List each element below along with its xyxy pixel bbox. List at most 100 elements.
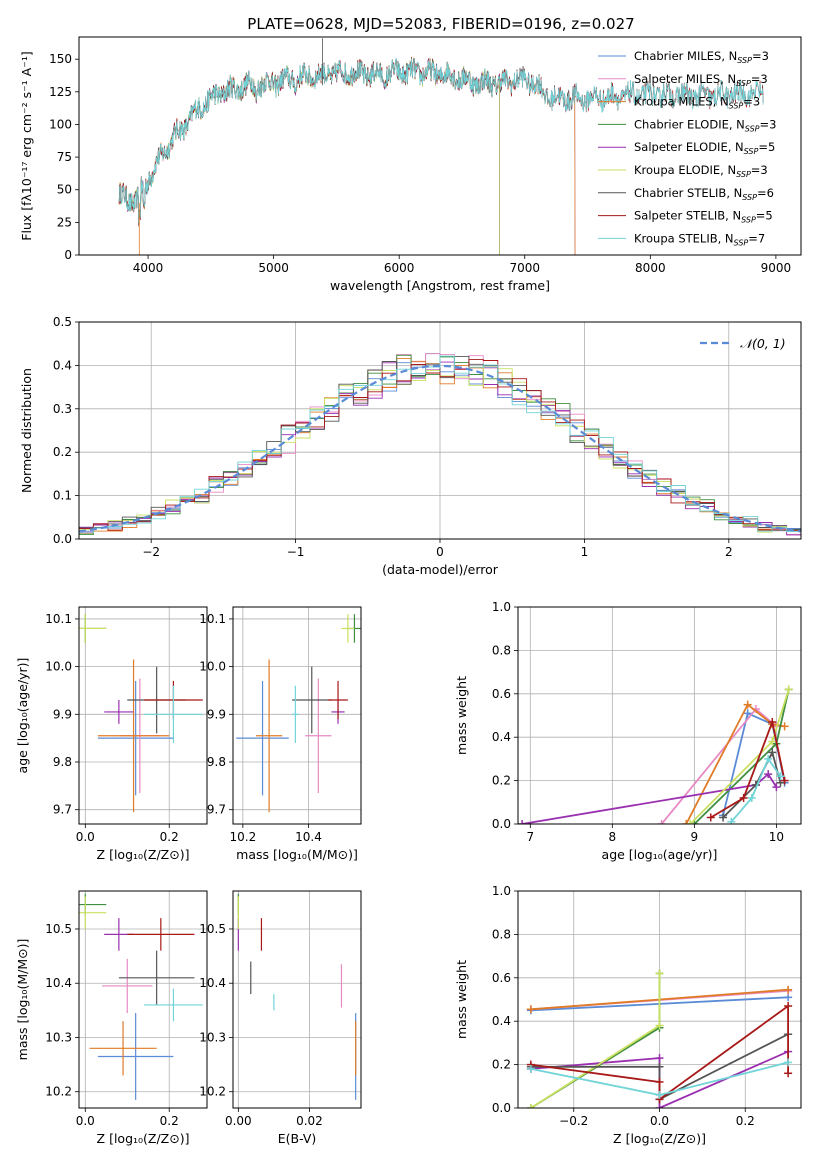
errorbar-salpeter-stelib (328, 680, 348, 720)
weight-line-chabrier-elodie (530, 973, 661, 1108)
weight-marker (743, 709, 752, 718)
panel-mass-vs-ebv: 0.00 0.02 10.2 10.3 10.4 10.5 E(B-V) (199, 890, 362, 1146)
weight-line-kroupa-stelib (730, 757, 782, 823)
x-tick-label: 10 (769, 830, 784, 844)
weight-marker (764, 754, 773, 763)
weight-marker (655, 1054, 664, 1063)
legend-label: 𝒩(0, 1) (740, 336, 786, 351)
weight-marker (780, 776, 789, 785)
x-tick-label: −2 (142, 545, 160, 559)
histogram-kroupa-stelib (79, 355, 801, 538)
y-axis-label: mass weight (454, 676, 469, 755)
errorbar-salpeter-miles (102, 958, 153, 1014)
y-axis-label: age [log₁₀(age/yr)] (15, 658, 30, 774)
plot-area (79, 353, 801, 538)
x-tick-label: 1 (581, 545, 589, 559)
weight-marker (739, 793, 748, 802)
weight-marker (743, 700, 752, 709)
x-tick-label: 9000 (761, 261, 792, 275)
y-tick-label: 0 (64, 248, 72, 262)
y-tick-label: 0.4 (492, 730, 511, 744)
y-tick-label: 100 (49, 117, 72, 131)
spectrum-line-kroupa-elodie (118, 58, 500, 255)
weight-marker (768, 718, 777, 727)
y-tick-label: 10.3 (199, 1030, 226, 1044)
x-tick-label: 0.02 (296, 1114, 323, 1128)
weight-marker (764, 770, 773, 779)
x-tick-label: −1 (287, 545, 305, 559)
weight-marker (686, 820, 695, 824)
y-tick-label: 9.9 (207, 707, 226, 721)
axes-frame (78, 890, 208, 1109)
y-tick-label: 10.4 (45, 976, 72, 990)
x-tick-label: 0.2 (160, 830, 179, 844)
weight-marker (655, 1021, 664, 1030)
y-axis-label: Flux [fλ10⁻¹⁷ erg cm⁻² s⁻¹ A⁻¹] (19, 51, 34, 240)
x-tick-label: 2 (725, 545, 733, 559)
x-tick-label: −0.2 (559, 1114, 588, 1128)
y-tick-label: 1.0 (492, 600, 511, 614)
legend-label: Kroupa ELODIE, NSSP=3 (634, 163, 768, 179)
y-tick-label: 0.2 (492, 774, 511, 788)
weight-line-kroupa-miles (685, 703, 785, 824)
errorbar-chabrier-miles (97, 680, 174, 796)
x-tick-label: 5000 (258, 261, 289, 275)
weight-marker (706, 813, 715, 822)
weight-marker (655, 969, 664, 978)
errorbar-kroupa-elodie (79, 896, 107, 929)
x-axis-label: Z [log₁₀(Z/Z⊙)] (613, 1131, 706, 1146)
weight-marker (784, 1069, 793, 1078)
weight-marker (518, 820, 527, 824)
errorbar-kroupa-stelib (292, 685, 299, 743)
y-tick-label: 0.4 (53, 358, 72, 372)
y-tick-label: 0.2 (53, 445, 72, 459)
x-tick-label: 6000 (384, 261, 415, 275)
x-axis-label: age [log₁₀(age/yr)] (602, 847, 718, 862)
x-tick-label: 0.00 (225, 1114, 252, 1128)
x-axis-label: (data-model)/error (382, 562, 499, 577)
weight-marker (784, 1002, 793, 1011)
weight-marker (655, 1062, 664, 1071)
y-tick-label: 0.6 (492, 687, 511, 701)
spectrum-line-kroupa-miles (118, 57, 576, 255)
weight-marker (784, 985, 793, 994)
legend-label: Chabrier MILES, NSSP=3 (634, 49, 769, 65)
x-tick-label: 0.2 (736, 1114, 755, 1128)
y-tick-label: 10.4 (199, 976, 226, 990)
panel-spectrum: 4000 5000 6000 7000 8000 9000 0 25 50 75 100 125 150… (19, 36, 802, 293)
errorbar-chabrier-stelib (292, 666, 332, 734)
x-tick-label: 7000 (509, 261, 540, 275)
x-tick-label: 8000 (635, 261, 666, 275)
y-tick-label: 9.8 (207, 755, 226, 769)
y-tick-label: 0.4 (492, 1014, 511, 1028)
weight-marker (784, 685, 793, 694)
figure-title: PLATE=0628, MJD=52083, FIBERID=0196, z=0… (247, 15, 634, 33)
plot-area (236, 614, 361, 813)
axes-frame (78, 321, 802, 540)
plot-area (79, 893, 203, 1100)
y-tick-label: 0.1 (53, 489, 72, 503)
legend-label: Kroupa STELIB, NSSP=7 (634, 231, 765, 247)
y-axis-label: mass [log₁₀(M/M⊙)] (15, 939, 30, 1061)
y-tick-label: 10.0 (45, 660, 72, 674)
panel-massweight-vs-Z: −0.2 0.0 0.2 0.0 0.2 0.4 0.6 0.8 1.0 Z [log₁₀(Z/Z… (454, 884, 802, 1146)
y-tick-label: 10.2 (45, 1085, 72, 1099)
legend-label: Salpeter STELIB, NSSP=5 (634, 209, 773, 225)
y-tick-label: 1.0 (492, 884, 511, 898)
x-tick-label: 10.2 (229, 830, 256, 844)
x-axis-label: wavelength [Angstrom, rest frame] (330, 278, 550, 293)
weight-line-chabrier-elodie (693, 689, 790, 824)
y-tick-label: 10.1 (45, 612, 72, 626)
spectrum-line-chabrier-miles (118, 58, 576, 255)
weight-marker (655, 1077, 664, 1086)
y-tick-label: 9.8 (53, 755, 72, 769)
y-tick-label: 10.3 (45, 1030, 72, 1044)
errorbar-salpeter-miles (305, 678, 332, 793)
y-axis-label: mass weight (454, 960, 469, 1039)
y-tick-label: 9.7 (53, 803, 72, 817)
panel-age-vs-Z: 0.0 0.2 9.7 9.8 9.9 10.0 10.1 Z [log₁₀(Z/Z⊙)] ag… (15, 606, 208, 862)
y-tick-label: 0.0 (492, 817, 511, 831)
errorbar-chabrier-miles (97, 1013, 174, 1100)
y-tick-label: 0.0 (492, 1101, 511, 1115)
errorbar-salpeter-elodie (104, 700, 134, 724)
